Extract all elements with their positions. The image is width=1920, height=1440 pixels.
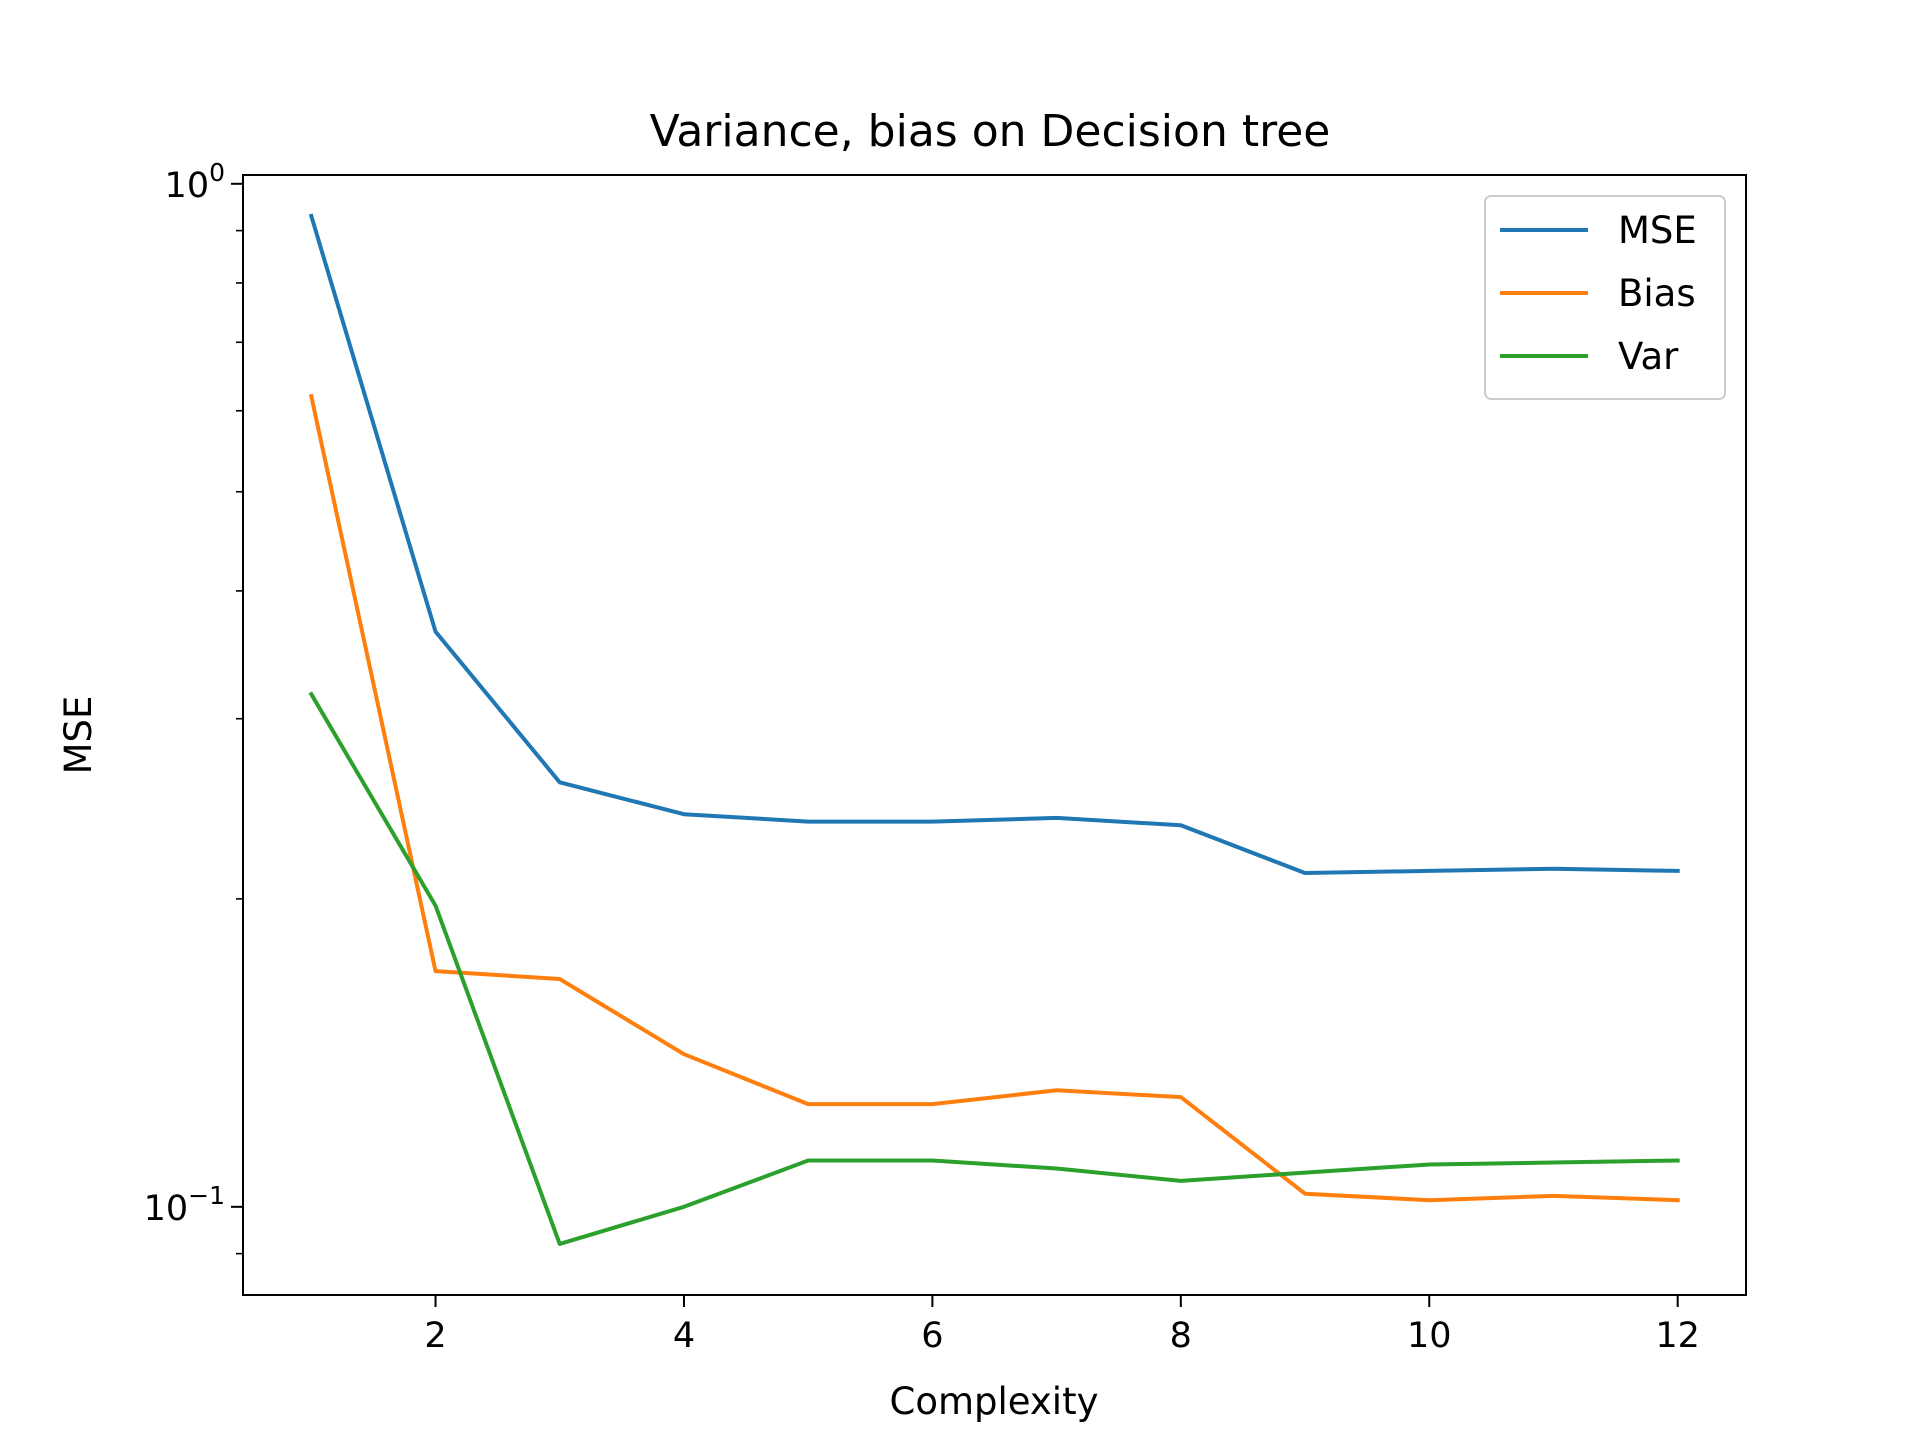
y-tick-label: 100 <box>165 158 225 206</box>
series-line-bias <box>308 393 1680 1203</box>
legend-label-mse: MSE <box>1618 209 1697 252</box>
x-tick-label: 6 <box>921 1316 943 1356</box>
legend-box <box>1484 195 1726 400</box>
x-tick-label: 10 <box>1407 1316 1452 1356</box>
y-axis-label: MSE <box>57 696 100 775</box>
x-axis-label: Complexity <box>890 1380 1099 1423</box>
series-line-mse <box>308 213 1680 875</box>
chart-title: Variance, bias on Decision tree <box>650 106 1331 157</box>
plot-frame <box>242 174 1747 1296</box>
legend-label-var: Var <box>1618 335 1679 378</box>
x-tick-label: 2 <box>424 1316 446 1356</box>
legend: MSE Bias Var <box>1484 195 1726 400</box>
series-layer <box>308 213 1680 1246</box>
x-tick-label: 4 <box>673 1316 695 1356</box>
series-line-var <box>308 691 1680 1246</box>
x-tick-label: 12 <box>1655 1316 1700 1356</box>
legend-label-bias: Bias <box>1618 272 1696 315</box>
x-tick-label: 8 <box>1170 1316 1192 1356</box>
